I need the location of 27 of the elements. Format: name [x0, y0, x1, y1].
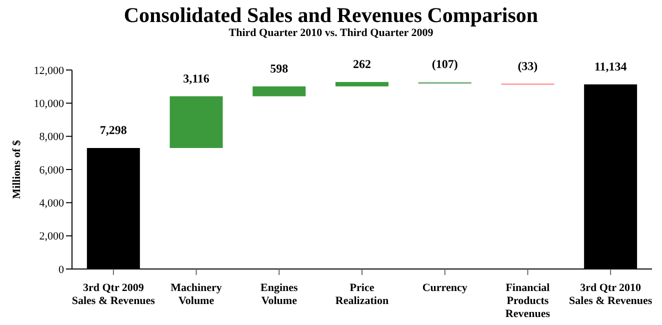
y-tick-label: 8,000: [39, 131, 64, 144]
data-label: 262: [352, 57, 371, 72]
x-tick-label: Machinery Volume: [170, 282, 222, 307]
y-axis-title: Millions of $: [10, 140, 23, 199]
data-label: 11,134: [594, 59, 627, 74]
data-label: 7,298: [100, 122, 127, 137]
y-tick-label: 10,000: [34, 98, 64, 110]
data-label: (33): [518, 58, 538, 73]
y-tick-label: 12,000: [34, 64, 64, 77]
bar: [252, 86, 306, 96]
x-tick-label: Currency: [422, 282, 468, 294]
x-tick-label: Engines Volume: [260, 282, 299, 307]
x-tick-label: 3rd Qtr 2009 Sales & Revenues: [72, 282, 156, 307]
data-label: 3,116: [183, 71, 210, 86]
x-tick-label: 3rd Qtr 2010 Sales & Revenues: [569, 282, 653, 307]
x-tick-label: Financial Products Revenues: [505, 282, 551, 320]
data-label: (107): [432, 57, 458, 72]
bar: [335, 82, 388, 86]
y-tick-label: 0: [58, 264, 64, 276]
data-label: 598: [270, 61, 288, 76]
chart-title: Consolidated Sales and Revenues Comparison: [122, 2, 540, 27]
y-tick-label: 4,000: [39, 198, 64, 210]
y-tick-label: 2,000: [39, 230, 64, 243]
bar: [170, 96, 223, 148]
y-tick-label: 6,000: [39, 164, 64, 176]
chart-subtitle: Third Quarter 2010 vs. Third Quarter 2009: [228, 27, 434, 40]
x-tick-label: Price Realization: [335, 282, 389, 307]
